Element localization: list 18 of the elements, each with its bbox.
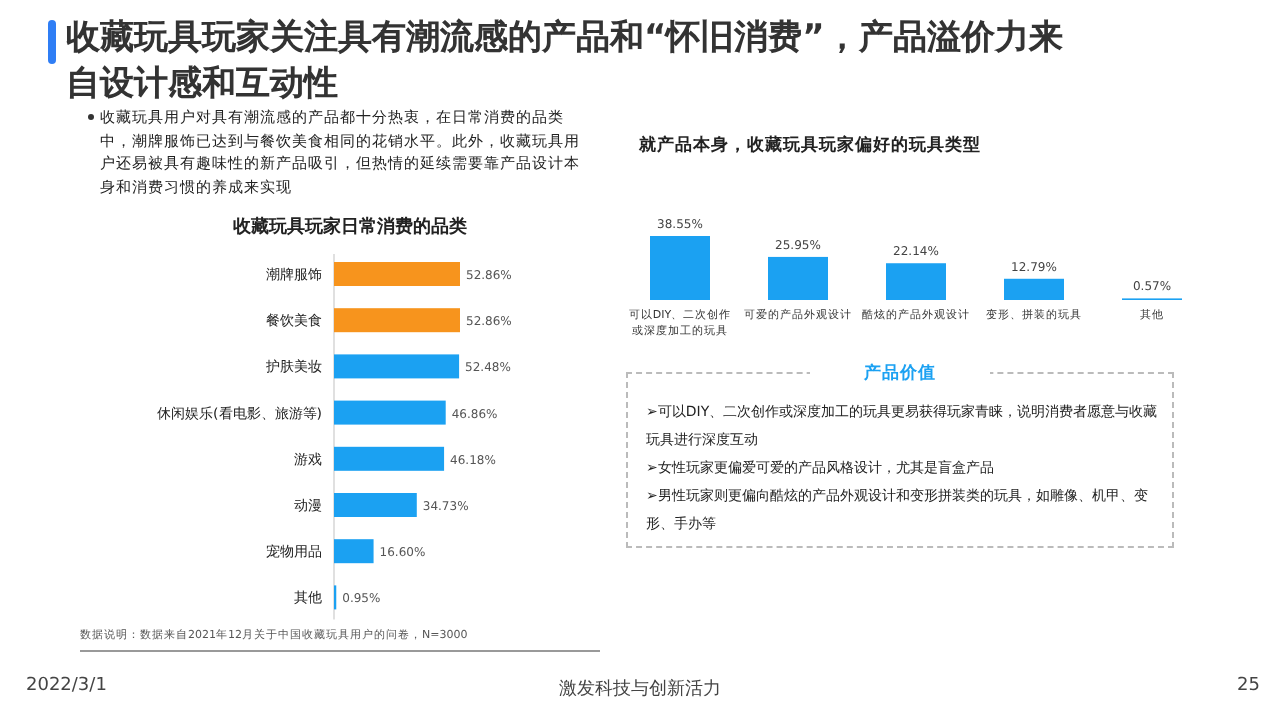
text: 产品价值	[810, 362, 990, 386]
bar	[334, 400, 446, 425]
bar	[334, 262, 460, 286]
text: 收藏玩具玩家关注具有潮流感的产品和“怀旧消费”，产品溢价力来自设计感和互动性	[66, 16, 1065, 108]
chart-title: 就产品本身，收藏玩具玩家偏好的玩具类型	[637, 134, 981, 156]
bar	[1004, 278, 1064, 300]
chart-title: 收藏玩具玩家日常消费的品类	[233, 216, 467, 238]
bar	[334, 539, 374, 564]
bar	[650, 236, 710, 300]
bar	[768, 256, 828, 300]
bar	[334, 446, 445, 471]
bar	[334, 493, 417, 517]
text: 2022/3/1	[26, 676, 107, 696]
text: 激发科技与创新活力	[557, 677, 723, 702]
bar	[334, 354, 460, 379]
text: 25	[1235, 676, 1260, 696]
bar	[886, 263, 946, 300]
bar	[334, 308, 460, 333]
